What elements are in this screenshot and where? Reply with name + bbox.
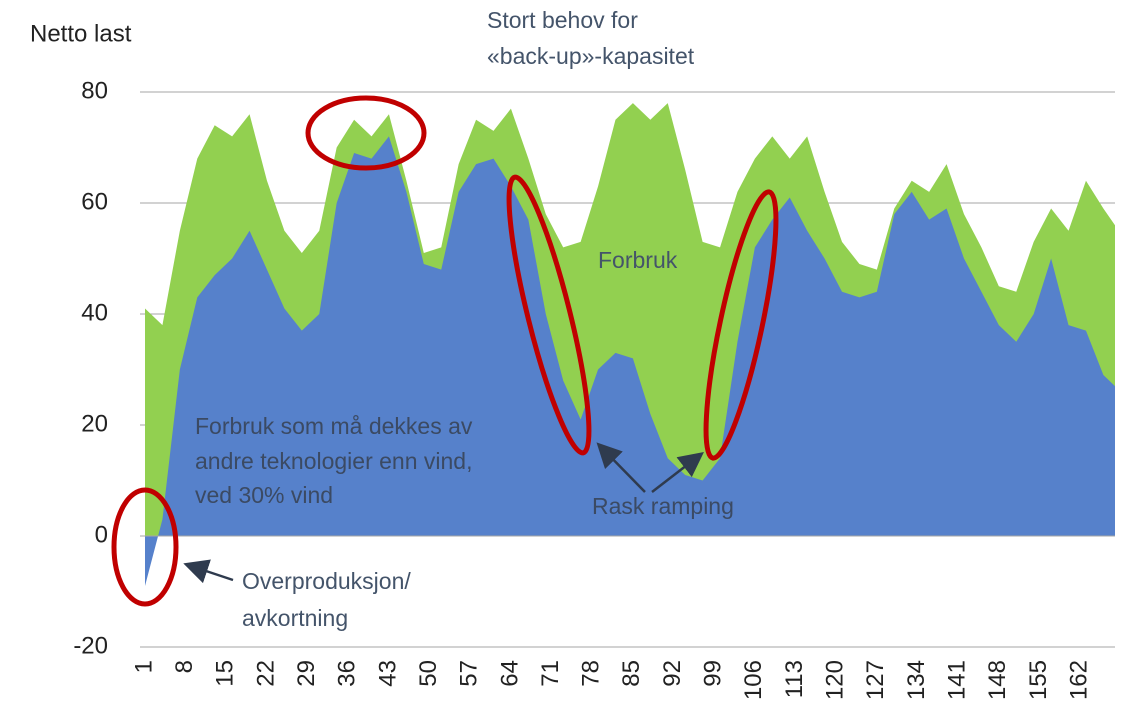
y-tick-label: 20 [81,410,108,437]
highlight-ellipse [111,487,179,607]
highlight-ellipse [506,174,592,456]
series-label: andre teknologier enn vind, [195,448,472,474]
highlight-ellipse [703,189,779,461]
x-tick-label: 148 [984,660,1011,700]
x-tick-label: 78 [578,660,605,687]
y-tick-label: 0 [95,521,108,548]
y-tick-label: -20 [73,632,108,659]
x-tick-label: 43 [374,660,401,687]
x-tick-label: 99 [700,660,727,687]
series-label: ved 30% vind [195,482,333,508]
highlight-ellipse [305,95,427,171]
x-tick-label: 85 [618,660,645,687]
arrow [651,451,704,493]
x-tick-label: 29 [293,660,320,687]
y-axis-label: Netto last [30,20,132,47]
y-tick-label: 60 [81,188,108,215]
annotation: avkortning [242,605,348,631]
x-tick-label: 64 [496,660,523,687]
arrow [183,559,234,584]
x-tick-label: 50 [415,660,442,687]
area [145,136,1115,586]
overlay: Netto last Stort behov for «back-up»-kap… [30,7,779,631]
arrow [596,442,646,493]
x-tick-label: 1 [130,660,157,673]
y-tick-label: 80 [81,77,108,104]
x-tick-label: 113 [781,660,808,698]
title-line: «back-up»-kapasitet [487,43,695,69]
x-tick-label: 8 [171,660,198,673]
x-tick-label: 22 [252,660,279,687]
annotation: Overproduksjon/ [242,568,411,594]
x-tick-label: 155 [1025,660,1052,700]
x-tick-label: 106 [740,660,767,700]
annotation: Rask ramping [592,493,734,519]
x-tick-label: 71 [537,660,564,687]
series-label: Forbruk som må dekkes av [195,413,473,439]
x-tick-label: 15 [212,660,239,687]
x-tick-label: 127 [862,660,889,700]
plot-area: -20 0 20 40 60 80 1 8 15 22 29 36 43 50 57 64 71 78 85 92 99… [73,77,1115,700]
x-tick-label: 36 [334,660,361,687]
x-tick-label: 57 [456,660,483,687]
x-tick-label: 120 [822,660,849,700]
x-tick-label: 162 [1065,660,1092,700]
title-line: Stort behov for [487,7,638,33]
x-tick-label: 141 [944,660,971,700]
x-tick-label: 134 [903,660,930,700]
y-tick-label: 40 [81,299,108,326]
x-tick-label: 92 [659,660,686,687]
series-label: Forbruk [598,247,678,273]
